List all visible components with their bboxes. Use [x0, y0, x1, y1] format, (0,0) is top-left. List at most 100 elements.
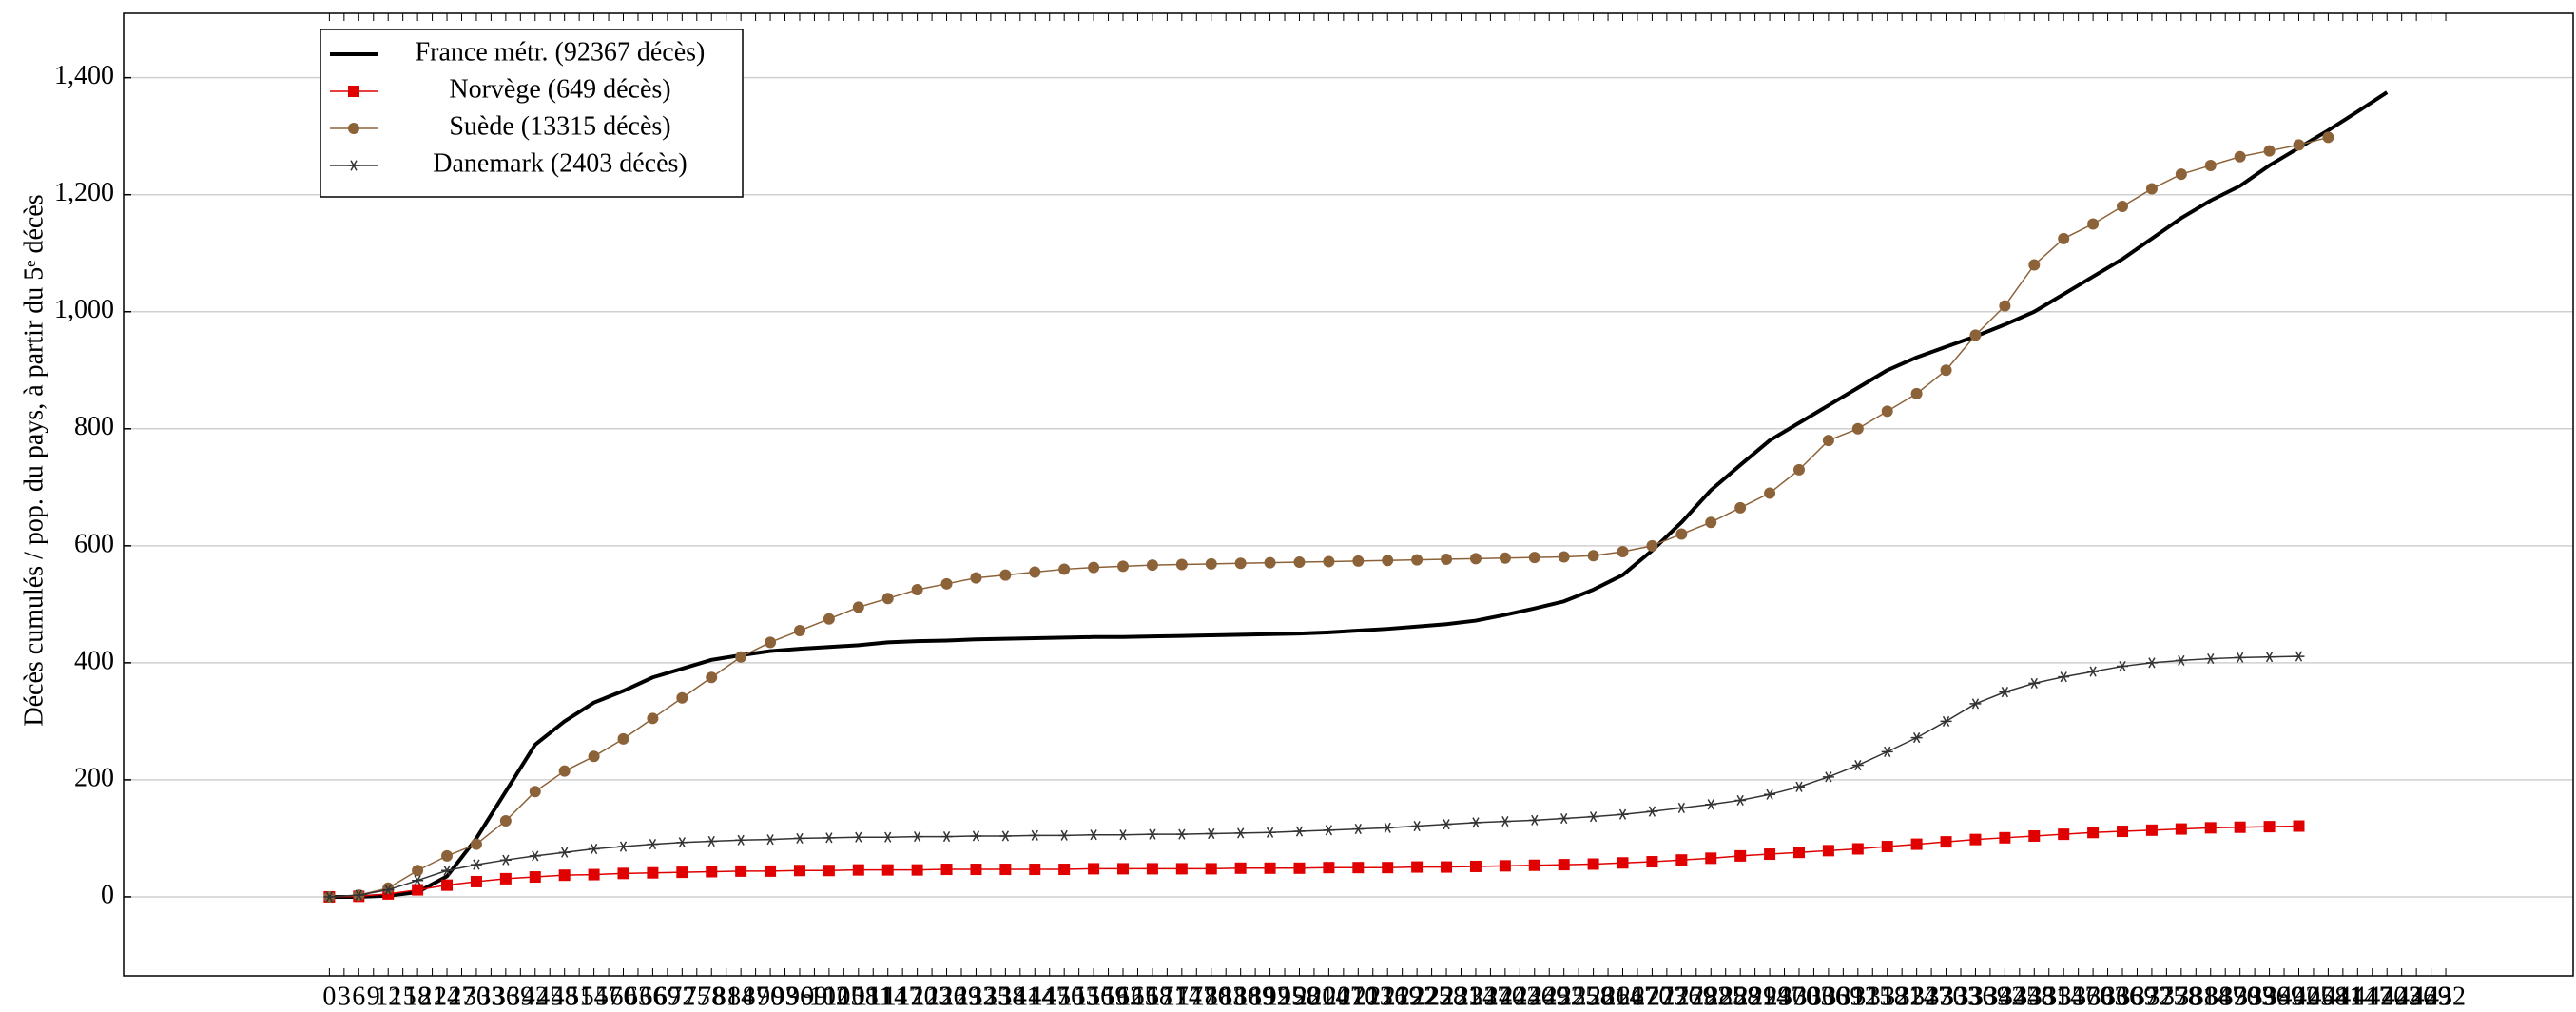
- x-tick-label: 291: [1735, 982, 1775, 1011]
- x-tick-label: 390: [2220, 982, 2260, 1011]
- marker: [999, 569, 1012, 581]
- y-tick-label: 200: [74, 763, 114, 792]
- x-tick-label: 330: [1927, 982, 1966, 1011]
- marker: [2234, 652, 2246, 663]
- x-tick-label: 30: [463, 982, 490, 1011]
- marker: [1117, 560, 1130, 573]
- x-tick-label: 300: [1779, 982, 1819, 1011]
- x-tick-label: 114: [868, 982, 907, 1011]
- marker: [1910, 838, 1923, 850]
- marker: [2293, 651, 2305, 662]
- x-tick-label: 72: [668, 982, 695, 1011]
- x-tick-label: 402: [2278, 982, 2318, 1011]
- legend-marker: [348, 123, 359, 134]
- y-tick-label: 1,000: [54, 295, 114, 324]
- marker: [2058, 232, 2070, 244]
- marker: [1558, 551, 1570, 563]
- x-tick-label: 378: [2161, 982, 2201, 1011]
- marker: [1792, 781, 1805, 792]
- marker: [1499, 816, 1511, 827]
- marker: [1146, 863, 1158, 875]
- marker: [2145, 183, 2158, 195]
- marker: [1851, 759, 1864, 771]
- x-tick-label: 234: [1456, 982, 1496, 1011]
- x-tick-label: 108: [839, 982, 879, 1011]
- x-tick-label: 309: [1823, 982, 1863, 1011]
- marker: [1617, 857, 1629, 869]
- legend-box: [320, 29, 744, 198]
- marker: [441, 879, 454, 891]
- marker: [793, 832, 805, 844]
- legend-label: Norvège (649 décès): [449, 74, 670, 104]
- marker: [2204, 652, 2217, 665]
- marker: [1734, 849, 1747, 862]
- marker: [499, 854, 512, 866]
- marker: [676, 691, 688, 704]
- marker: [2058, 828, 2070, 841]
- marker: [735, 651, 747, 663]
- marker: [2145, 824, 2158, 836]
- marker: [1029, 864, 1041, 876]
- x-tick-label: 141: [1000, 982, 1040, 1011]
- x-tick-label: 264: [1603, 982, 1643, 1011]
- marker: [793, 865, 805, 877]
- marker: [1910, 732, 1923, 744]
- x-tick-label: 348: [2014, 982, 2054, 1011]
- x-tick-label: 231: [1441, 982, 1481, 1011]
- marker: [1764, 487, 1776, 499]
- x-tick-label: 84: [727, 982, 754, 1011]
- x-tick-label: 429: [2411, 982, 2451, 1011]
- marker: [1528, 859, 1540, 871]
- marker: [2263, 145, 2276, 157]
- x-tick-label: 42: [522, 982, 549, 1011]
- marker: [1469, 860, 1482, 872]
- marker: [1734, 794, 1747, 807]
- x-tick-label: 339: [1970, 982, 2010, 1011]
- marker: [735, 865, 747, 877]
- marker: [1764, 788, 1776, 800]
- marker: [353, 889, 365, 901]
- marker: [2293, 139, 2305, 151]
- marker: [940, 864, 953, 876]
- marker: [1675, 528, 1688, 540]
- x-tick-label: 69: [654, 982, 681, 1011]
- x-tick-label: 255: [1559, 982, 1598, 1011]
- x-tick-label: 213: [1353, 982, 1393, 1011]
- marker: [1969, 698, 1982, 710]
- x-tick-label: 315: [1852, 982, 1892, 1011]
- x-tick-label: 204: [1308, 982, 1348, 1011]
- marker: [2175, 823, 2187, 835]
- x-tick-label: 177: [1176, 982, 1216, 1011]
- marker: [1411, 554, 1424, 566]
- x-tick-label: 27: [448, 982, 475, 1011]
- x-tick-label: 246: [1515, 982, 1555, 1011]
- marker: [1851, 422, 1864, 435]
- marker: [2175, 168, 2187, 181]
- x-tick-label: 411: [2323, 982, 2362, 1011]
- marker: [2117, 826, 2129, 838]
- x-tick-label: 93: [772, 982, 799, 1011]
- x-tick-label: 414: [2337, 982, 2377, 1011]
- x-tick-label: 156: [1074, 982, 1114, 1011]
- x-tick-label: 144: [1015, 982, 1055, 1011]
- y-tick-label: 400: [74, 646, 114, 675]
- x-tick-label: 225: [1412, 982, 1452, 1011]
- marker: [1587, 858, 1599, 870]
- marker: [852, 831, 864, 843]
- x-tick-label: 75: [684, 982, 710, 1011]
- marker: [2028, 677, 2041, 689]
- marker: [1293, 826, 1306, 837]
- marker: [588, 843, 600, 855]
- marker: [2117, 660, 2129, 672]
- x-tick-label: 222: [1397, 982, 1437, 1011]
- marker: [970, 572, 982, 584]
- x-tick-label: 12: [375, 982, 401, 1011]
- marker: [1528, 814, 1540, 826]
- marker: [412, 865, 424, 877]
- x-tick-label: 135: [971, 982, 1011, 1011]
- marker: [706, 671, 718, 684]
- marker: [647, 839, 659, 850]
- x-tick-label: 207: [1324, 982, 1364, 1011]
